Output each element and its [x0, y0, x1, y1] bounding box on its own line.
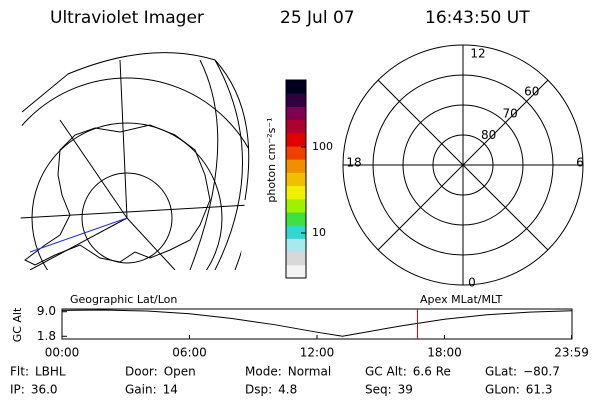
color-band [286, 146, 306, 160]
date: 25 Jul 07 [280, 8, 355, 28]
time: 16:43:50 UT [425, 8, 530, 28]
colorbar-frame [285, 79, 307, 279]
color-band [286, 119, 306, 134]
info-value: 4.8 [278, 383, 297, 397]
color-band [286, 93, 306, 107]
info-value: Normal [288, 365, 331, 379]
mlt-label: 12 [470, 47, 485, 61]
info-label: Door: [125, 365, 158, 379]
mlt-label: 18 [346, 156, 361, 170]
color-band [286, 198, 306, 213]
timeline-right-label: Apex MLat/MLT [420, 293, 503, 306]
x-tick-label: 12:00 [300, 346, 335, 360]
color-band [286, 264, 306, 279]
info-value: 61.3 [526, 383, 553, 397]
y-tick-label: 9.0 [37, 304, 56, 318]
tick-label: 10 [312, 226, 326, 239]
color-band [286, 132, 306, 147]
timeline-left-label: Geographic Lat/Lon [70, 293, 177, 306]
x-tick-label: 06:00 [172, 346, 207, 360]
color-band [286, 185, 306, 200]
polar-grid [342, 44, 584, 286]
colorbar-label: photon cm⁻²s⁻¹ [265, 117, 278, 202]
axis-line [377, 79, 549, 251]
timeline-frame [61, 308, 573, 340]
color-band [286, 159, 306, 173]
info-label: IP: [10, 383, 25, 397]
geo-map [20, 52, 250, 271]
lat-circle [31, 122, 223, 271]
track-line [29, 217, 128, 253]
y-tick-label: 1.8 [37, 329, 56, 343]
title: Ultraviolet Imager [50, 8, 204, 28]
info-label: Seq: [365, 383, 392, 397]
info-value: −80.7 [523, 365, 560, 379]
lat-circle [81, 172, 173, 264]
y-axis-label: GC Alt [11, 307, 24, 342]
lat-ring [402, 104, 524, 226]
color-band [286, 80, 306, 94]
x-tick-label: 00:00 [45, 346, 80, 360]
info-value: 6.6 Re [413, 365, 451, 379]
color-band [286, 172, 306, 187]
info-label: GLat: [485, 365, 517, 379]
map-border [21, 52, 250, 201]
lat-label: 70 [503, 106, 518, 120]
lat-ring [372, 74, 554, 256]
info-value: 36.0 [31, 383, 58, 397]
info-label: GC Alt: [365, 365, 407, 379]
lat-label: 60 [524, 85, 539, 99]
altitude-line [61, 309, 572, 337]
info-label: Gain: [125, 383, 157, 397]
info-label: Dsp: [245, 383, 272, 397]
color-band [286, 251, 306, 266]
color-band [286, 225, 306, 239]
info-value: 14 [163, 383, 178, 397]
tick-label: 100 [312, 140, 333, 153]
mlt-label: 0 [468, 276, 476, 290]
lat-ring [432, 134, 494, 196]
info-value: Open [164, 365, 196, 379]
meridian [20, 59, 249, 271]
info-label: Mode: [245, 365, 282, 379]
info-value: 39 [398, 383, 413, 397]
color-band [286, 106, 306, 121]
lat-circle [20, 77, 249, 271]
lat-label: 80 [481, 128, 496, 142]
color-band [286, 212, 306, 226]
info-label: GLon: [485, 383, 520, 397]
color-band [286, 238, 306, 253]
mlt-label: 6 [576, 156, 584, 170]
x-tick-label: 18:00 [427, 346, 462, 360]
x-tick-label: 23:59 [554, 346, 589, 360]
continent-outline [24, 124, 211, 266]
info-label: Flt: [10, 365, 29, 379]
info-value: LBHL [35, 365, 66, 379]
lon-arc [189, 59, 249, 271]
